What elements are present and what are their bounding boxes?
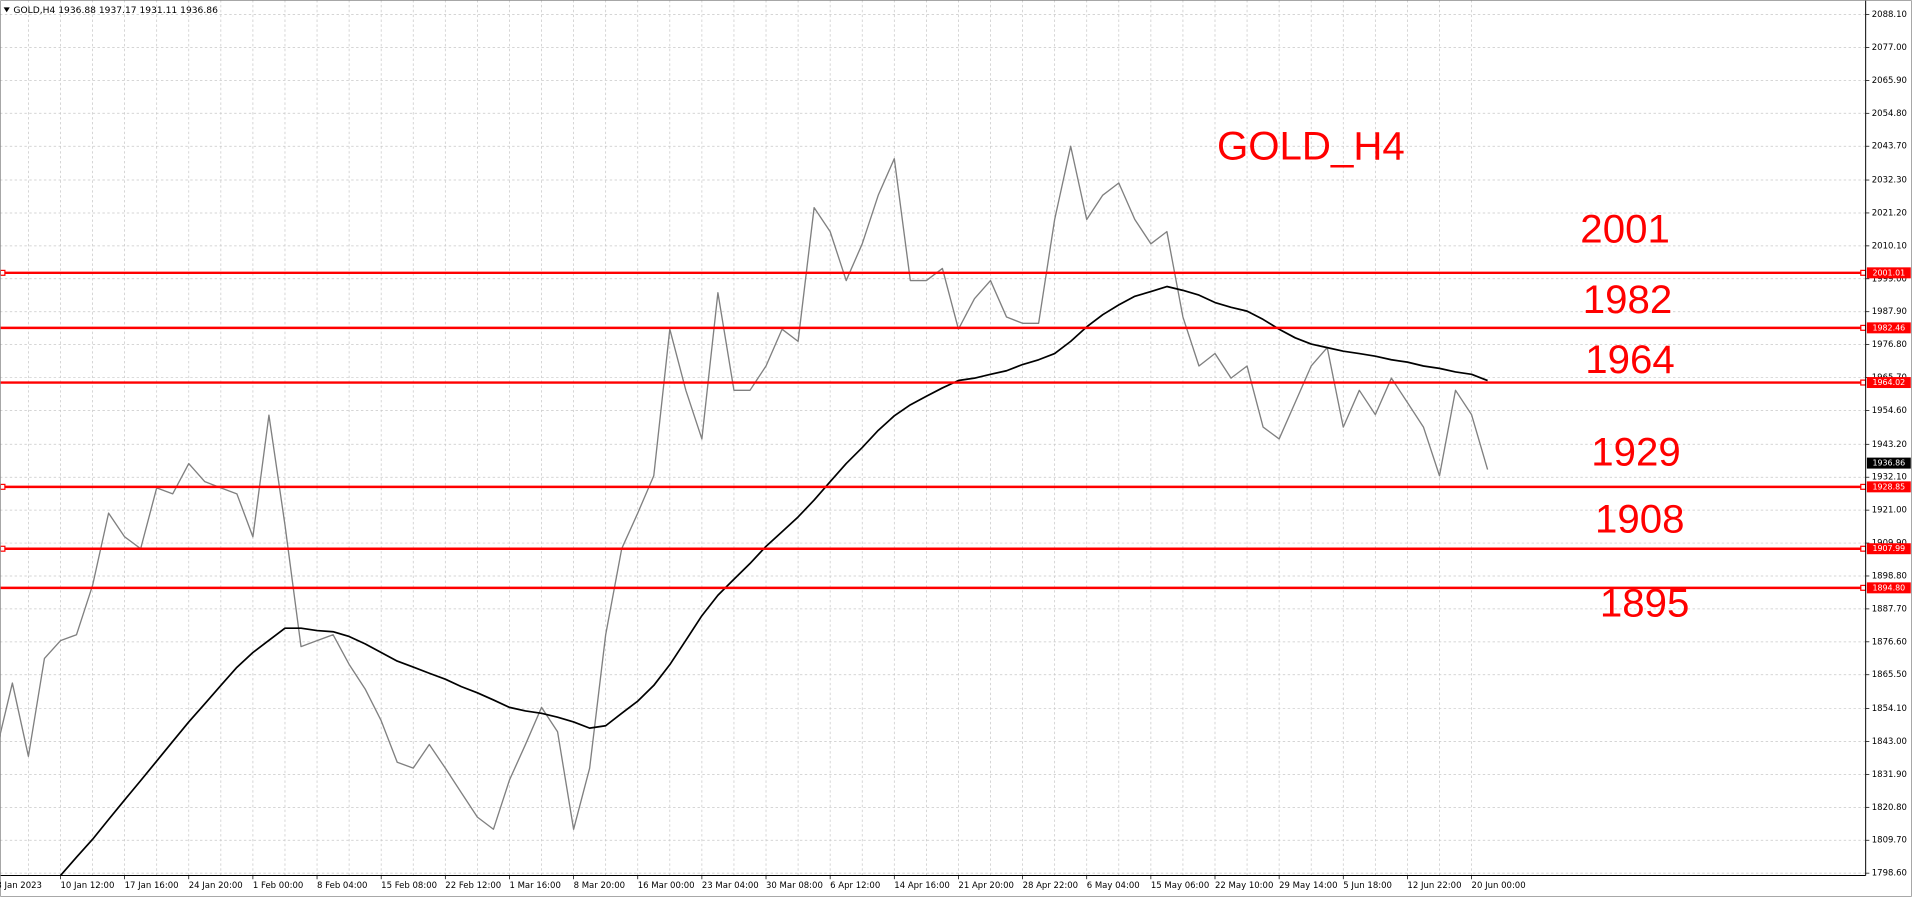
y-tick-label: 2077.00 [1872,43,1907,53]
menu-arrow[interactable] [3,7,10,13]
level-annotation: 2001 [1580,206,1670,251]
y-tick-label: 1954.60 [1872,406,1907,416]
x-tick-label: 15 Feb 08:00 [381,881,437,891]
y-tick-label: 1999.00 [1872,274,1907,284]
x-tick-label: 8 Feb 04:00 [317,881,367,891]
y-tick-label: 1809.70 [1872,836,1907,846]
x-tick-label: 10 Jan 12:00 [60,881,114,891]
x-tick-label: 29 May 14:00 [1279,881,1337,891]
level-anchor [1860,545,1866,552]
x-tick-label: 5 Jun 18:00 [1343,881,1392,891]
y-tick-label: 2010.10 [1872,241,1907,251]
x-tick-label: 21 Apr 20:00 [958,881,1014,891]
y-tick-label: 2065.90 [1872,76,1907,86]
level-annotation: 1908 [1595,497,1685,542]
x-tick-label: 6 Apr 12:00 [830,881,880,891]
y-tick-label: 1943.20 [1872,440,1907,450]
y-tick-label: 2032.30 [1872,176,1907,186]
level-annotation: 1895 [1600,581,1690,626]
level-label-box [1866,267,1911,279]
level-annotation: 1982 [1583,277,1673,322]
y-tick-label: 1798.60 [1872,869,1907,879]
level-label-box [1866,543,1911,555]
level-anchor [0,269,6,276]
level-anchor [0,545,6,552]
price-line [0,145,1489,830]
y-tick-label: 1887.70 [1872,604,1907,614]
y-tick-label: 1820.80 [1872,803,1907,813]
x-tick-label: 3 Jan 2023 [0,881,42,891]
level-anchor [0,483,6,490]
y-tick-label: 1865.50 [1872,670,1907,680]
y-tick-label: 1976.80 [1872,340,1907,350]
x-tick-label: 28 Apr 22:00 [1023,881,1079,891]
level-anchor [1860,379,1866,386]
x-tick-label: 30 Mar 08:00 [766,881,823,891]
y-tick-label: 1987.90 [1872,307,1907,317]
level-annotation: 1929 [1591,429,1681,474]
y-tick-label: 1876.60 [1872,637,1907,647]
x-tick-label: 23 Mar 04:00 [702,881,759,891]
last-price-box [1866,457,1911,469]
level-label: 1907.99 [1872,544,1905,553]
level-anchor [1860,324,1866,331]
plot-area [0,145,1866,876]
x-tick-label: 15 May 06:00 [1151,881,1209,891]
level-label: 1964.02 [1872,378,1905,387]
x-tick-label: 17 Jan 16:00 [125,881,179,891]
chart-label: GOLD_H4 [1217,123,1405,168]
x-tick-label: 1 Feb 00:00 [253,881,303,891]
x-tick-label: 20 Jun 00:00 [1472,881,1526,891]
y-tick-label: 2088.10 [1872,10,1907,20]
level-annotation: 1964 [1585,337,1675,382]
moving-average [59,285,1488,876]
level-label-box [1866,481,1911,493]
x-tick-label: 22 Feb 12:00 [445,881,501,891]
level-anchor [1860,483,1866,490]
y-tick-label: 2054.80 [1872,109,1907,119]
last-price-label: 1936.86 [1872,459,1905,468]
y-tick-label: 2021.20 [1872,208,1907,218]
header: GOLD,H4 1936.88 1937.17 1931.11 1936.86 [13,6,218,16]
level-label: 1982.46 [1872,323,1905,332]
level-label-box [1866,377,1911,389]
y-tick-label: 2043.70 [1872,142,1907,152]
x-tick-label: 1 Mar 16:00 [509,881,560,891]
y-tick-label: 1921.00 [1872,506,1907,516]
y-tick-label: 1843.00 [1872,737,1907,747]
y-tick-label: 1932.10 [1872,473,1907,483]
x-tick-label: 14 Apr 16:00 [894,881,950,891]
x-tick-label: 16 Mar 00:00 [638,881,695,891]
level-anchor [1860,584,1866,591]
x-tick-label: 6 May 04:00 [1087,881,1140,891]
level-label: 1894.80 [1872,583,1905,592]
y-tick-label: 1898.80 [1872,571,1907,581]
level-label-box [1866,322,1911,334]
x-tick-label: 22 May 10:00 [1215,881,1273,891]
level-label: 2001.01 [1872,268,1905,277]
x-tick-label: 24 Jan 20:00 [189,881,243,891]
level-label-box [1866,582,1911,594]
y-tick-label: 1854.10 [1872,704,1907,714]
y-tick-label: 1831.90 [1872,770,1907,780]
level-anchor [1860,269,1866,276]
x-tick-label: 12 Jun 22:00 [1407,881,1461,891]
level-label: 1928.85 [1872,482,1905,491]
grid [0,0,1866,876]
x-tick-label: 8 Mar 20:00 [574,881,625,891]
